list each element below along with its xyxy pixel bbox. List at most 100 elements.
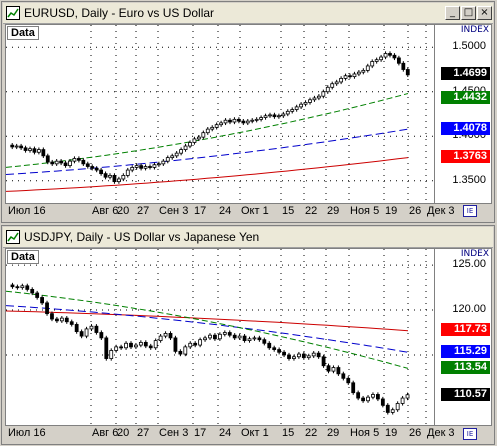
minimize-button[interactable]: _: [445, 6, 460, 20]
price-tag: 117.73: [441, 323, 490, 337]
date-tick-label: 29: [327, 205, 340, 217]
candle-body: [183, 346, 188, 355]
candle-body: [183, 145, 188, 151]
date-tick-label: 22: [305, 205, 318, 217]
candle-body: [303, 102, 308, 105]
candle-body: [179, 149, 184, 154]
candle-body: [245, 120, 250, 124]
maximize-button[interactable]: □: [461, 6, 476, 20]
candle-body: [72, 158, 77, 162]
date-tick-label: 29: [327, 427, 340, 439]
candle-body: [232, 334, 237, 339]
candle-body: [267, 342, 272, 349]
date-tick-label: Ноя 5: [350, 205, 380, 217]
candle-body: [81, 159, 86, 165]
candle-body: [299, 103, 304, 108]
candle-body: [370, 61, 375, 67]
date-tick-label: 15: [282, 205, 295, 217]
candle-body: [210, 126, 215, 130]
moving-average-red: [6, 157, 409, 192]
candle-body: [64, 317, 69, 323]
candle-body: [385, 404, 390, 413]
candle-body: [68, 160, 72, 167]
candle-body: [116, 178, 121, 183]
candle-body: [99, 332, 104, 339]
data-label: Data: [7, 250, 39, 264]
candle-body: [395, 403, 400, 411]
candle-body: [376, 394, 380, 400]
candle-body: [379, 56, 384, 61]
candle-body: [208, 334, 212, 339]
usdjpy-settings-icon[interactable]: IE: [463, 428, 477, 440]
candle-body: [152, 164, 157, 168]
candle-body: [311, 352, 316, 357]
candle-body: [198, 339, 203, 346]
candle-body: [143, 341, 148, 347]
date-tick-label: 17: [194, 205, 207, 217]
price-tick-label: 120.00: [452, 303, 486, 316]
date-tick-label: 20: [117, 427, 130, 439]
candle-body: [28, 148, 32, 151]
price-tag: 1.4078: [441, 122, 490, 136]
index-label: INDEX: [460, 249, 489, 259]
candle-body: [14, 145, 19, 148]
candle-body: [351, 382, 356, 394]
price-tag: 1.3763: [441, 150, 490, 164]
eurusd-title-bar[interactable]: EURUSD, Daily - Euro vs US Dollar _ □ ×: [3, 3, 493, 24]
candle-body: [124, 342, 128, 349]
close-button[interactable]: ×: [477, 6, 492, 20]
candle-body: [330, 83, 335, 88]
candle-body: [400, 397, 405, 404]
candle-body: [158, 335, 163, 341]
candle-body: [352, 73, 357, 78]
date-tick-label: Сен 3: [159, 427, 189, 439]
candle-body: [383, 53, 388, 58]
candle-body: [334, 81, 339, 85]
candle-body: [143, 166, 148, 169]
usdjpy-plot-area[interactable]: Data: [5, 248, 435, 426]
candle-body: [219, 122, 224, 126]
candle-body: [114, 346, 119, 351]
eurusd-plot-area[interactable]: Data: [5, 24, 435, 204]
candle-body: [341, 373, 346, 379]
date-tick-label: Сен 3: [159, 205, 189, 217]
candle-body: [401, 62, 406, 70]
candle-body: [348, 75, 352, 78]
date-tick-label: 19: [385, 205, 398, 217]
candle-body: [214, 124, 219, 128]
candle-body: [201, 132, 206, 138]
candle-body: [148, 166, 152, 168]
candle-body: [306, 355, 311, 359]
candle-body: [232, 118, 237, 123]
candle-body: [30, 289, 35, 294]
moving-average-red: [6, 310, 409, 332]
candle-body: [69, 321, 74, 325]
candle-body: [236, 118, 241, 122]
date-tick-label: Июл 16: [8, 427, 46, 439]
candle-body: [282, 351, 286, 356]
candle-body: [119, 346, 124, 349]
date-tick-label: 27: [137, 427, 150, 439]
candle-body: [23, 147, 28, 151]
usdjpy-title-bar[interactable]: USDJPY, Daily - US Dollar vs Japanese Ye…: [3, 227, 493, 248]
candle-body: [336, 367, 341, 375]
eurusd-settings-icon[interactable]: IE: [463, 205, 477, 217]
candle-body: [125, 169, 130, 176]
candle-body: [346, 377, 351, 384]
candle-body: [263, 115, 268, 118]
candle-body: [134, 344, 138, 348]
date-tick-label: Июл 16: [8, 205, 46, 217]
moving-average-blue: [6, 128, 409, 175]
candle-body: [129, 342, 133, 348]
date-tick-label: 27: [137, 205, 150, 217]
price-tag: 1.4432: [441, 90, 490, 104]
eurusd-price-axis: INDEX 1.50001.45001.40001.35001.46991.44…: [435, 24, 492, 204]
price-tag: 115.29: [441, 345, 490, 359]
eurusd-window-title: EURUSD, Daily - Euro vs US Dollar: [24, 6, 215, 20]
candle-body: [165, 157, 170, 162]
candle-body: [59, 160, 64, 164]
date-tick-label: Авг 6: [92, 427, 119, 439]
candle-body: [188, 342, 193, 348]
candle-body: [192, 138, 197, 143]
candle-body: [193, 342, 198, 346]
